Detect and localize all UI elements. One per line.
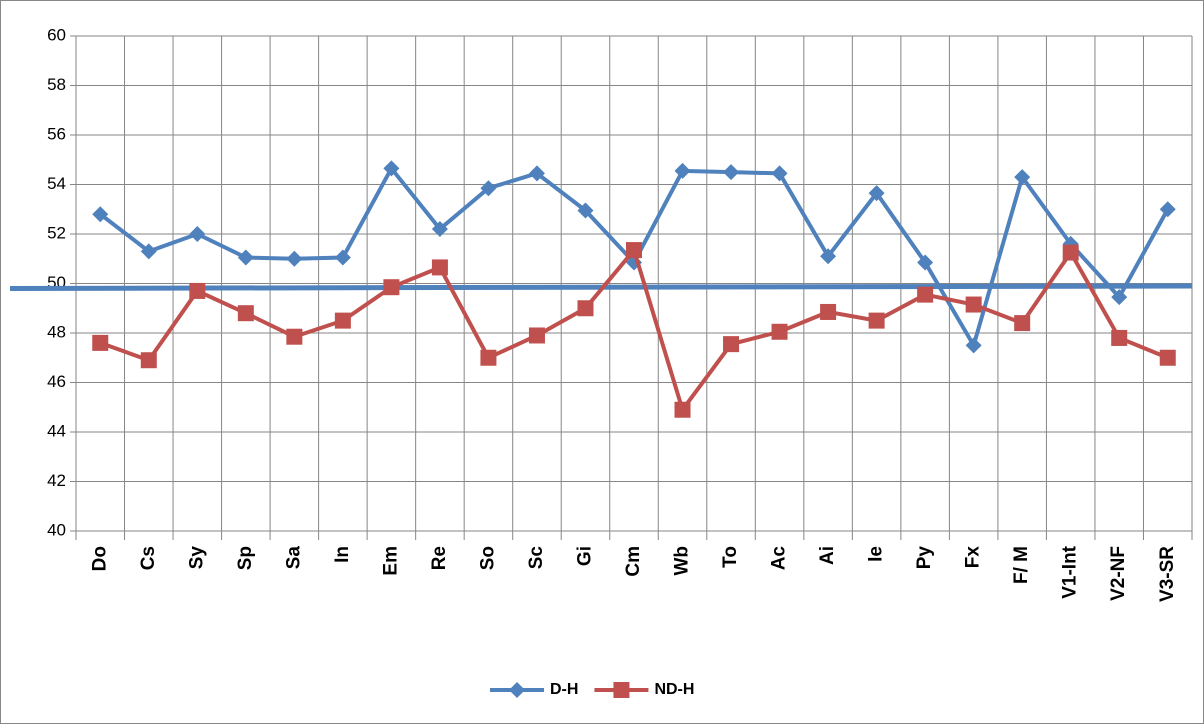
marker xyxy=(140,352,157,369)
x-tick-label: Ai xyxy=(817,546,838,565)
marker xyxy=(577,300,594,317)
marker xyxy=(480,349,497,366)
x-tick-label: Sa xyxy=(283,546,304,570)
marker xyxy=(626,242,642,259)
x-tick-label: To xyxy=(720,546,741,568)
marker xyxy=(286,250,303,267)
marker xyxy=(528,327,545,344)
marker xyxy=(509,682,525,698)
marker xyxy=(723,164,740,181)
x-tick-label: Sp xyxy=(235,546,256,570)
x-tick-label: Em xyxy=(380,546,401,576)
x-tick-label: V3-SR xyxy=(1157,546,1178,602)
x-tick-label: Sy xyxy=(186,546,207,570)
marker xyxy=(917,254,934,271)
marker xyxy=(189,226,206,242)
marker xyxy=(771,165,788,182)
x-tick-label: Re xyxy=(429,546,450,570)
marker xyxy=(286,328,303,345)
marker xyxy=(674,401,691,418)
marker xyxy=(1062,244,1079,261)
x-tick-label: Fx xyxy=(963,546,984,569)
marker xyxy=(431,221,448,238)
marker xyxy=(820,248,837,265)
x-tick-label: So xyxy=(477,546,498,570)
marker xyxy=(965,337,982,354)
marker xyxy=(528,165,545,182)
marker xyxy=(965,296,982,313)
marker xyxy=(92,334,109,351)
x-tick-label: Sc xyxy=(526,546,547,570)
x-tick-label: F/ M xyxy=(1011,546,1032,584)
legend-label: D-H xyxy=(550,681,578,698)
x-tick-label: V1-Int xyxy=(1060,545,1081,598)
y-tick-label: 40 xyxy=(47,520,66,539)
x-tick-label: Wb xyxy=(672,546,693,576)
marker xyxy=(868,185,885,202)
marker xyxy=(480,180,497,197)
marker xyxy=(383,279,400,296)
marker xyxy=(334,312,351,329)
y-tick-label: 56 xyxy=(47,124,66,143)
y-tick-label: 48 xyxy=(47,322,66,341)
y-tick-label: 60 xyxy=(47,25,66,44)
marker xyxy=(140,243,157,260)
x-tick-label: Gi xyxy=(574,546,595,566)
y-tick-label: 54 xyxy=(47,174,66,193)
marker xyxy=(334,249,351,266)
marker xyxy=(1014,315,1031,332)
y-tick-label: 42 xyxy=(47,471,66,490)
x-tick-label: Ie xyxy=(866,546,887,562)
y-tick-label: 52 xyxy=(47,223,66,242)
marker xyxy=(613,682,630,698)
marker xyxy=(917,286,934,303)
x-tick-label: V2-NF xyxy=(1108,546,1129,601)
marker xyxy=(820,303,837,320)
marker xyxy=(92,206,109,223)
x-tick-label: Do xyxy=(89,546,110,571)
legend-label: ND-H xyxy=(654,681,694,698)
marker xyxy=(1159,201,1176,218)
marker xyxy=(723,336,740,353)
marker xyxy=(577,202,594,219)
marker xyxy=(674,162,691,179)
marker xyxy=(237,249,254,266)
y-tick-label: 46 xyxy=(47,372,66,391)
x-tick-label: In xyxy=(332,546,353,563)
marker xyxy=(431,259,448,276)
x-tick-label: Cs xyxy=(138,546,159,570)
x-tick-label: Cm xyxy=(623,546,644,577)
marker xyxy=(1159,349,1176,366)
marker xyxy=(1111,329,1128,346)
x-tick-label: Py xyxy=(914,546,935,570)
y-tick-label: 58 xyxy=(47,75,66,94)
marker xyxy=(868,312,885,329)
y-tick-label: 44 xyxy=(47,421,66,440)
marker xyxy=(189,282,206,299)
x-tick-label: Ac xyxy=(769,546,790,571)
marker xyxy=(237,305,254,322)
marker xyxy=(771,323,788,340)
marker xyxy=(383,160,400,177)
marker xyxy=(1111,289,1128,306)
marker xyxy=(1014,169,1031,186)
